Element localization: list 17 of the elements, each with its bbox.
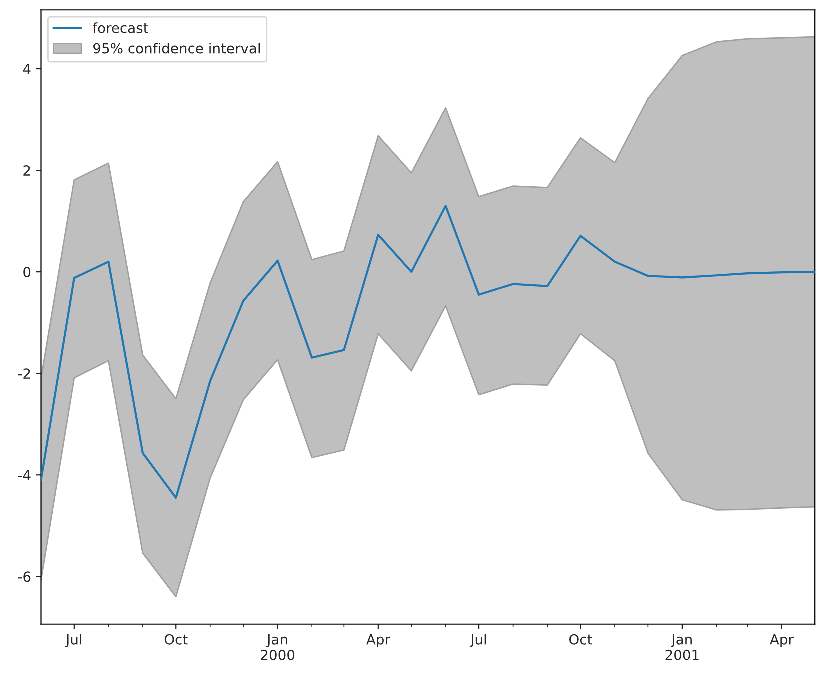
line-series — [41, 205, 816, 500]
y-tick-label: 2 — [24, 166, 30, 176]
y-tick-label: -4 — [18, 470, 31, 480]
x-tick-label: Jan 2000 — [261, 634, 295, 660]
x-tick-label: Jul — [65, 634, 82, 648]
x-tick-label: Oct — [570, 634, 592, 645]
y-tick-label: 4 — [23, 64, 31, 74]
y-tick-label: 0 — [24, 267, 31, 278]
x-tick-label: Jul — [470, 634, 486, 648]
legend-label: forecast — [92, 22, 148, 34]
y-tick-label: -2 — [18, 368, 30, 379]
x-tick-label: Apr — [770, 634, 794, 648]
legend-label: 95% confidence interval — [94, 43, 260, 54]
x-tick-label: Jan 2001 — [666, 634, 699, 660]
x-tick-label: Apr — [366, 634, 390, 648]
x-tick-label: Oct — [164, 634, 188, 645]
y-tick-label: -6 — [18, 572, 31, 582]
